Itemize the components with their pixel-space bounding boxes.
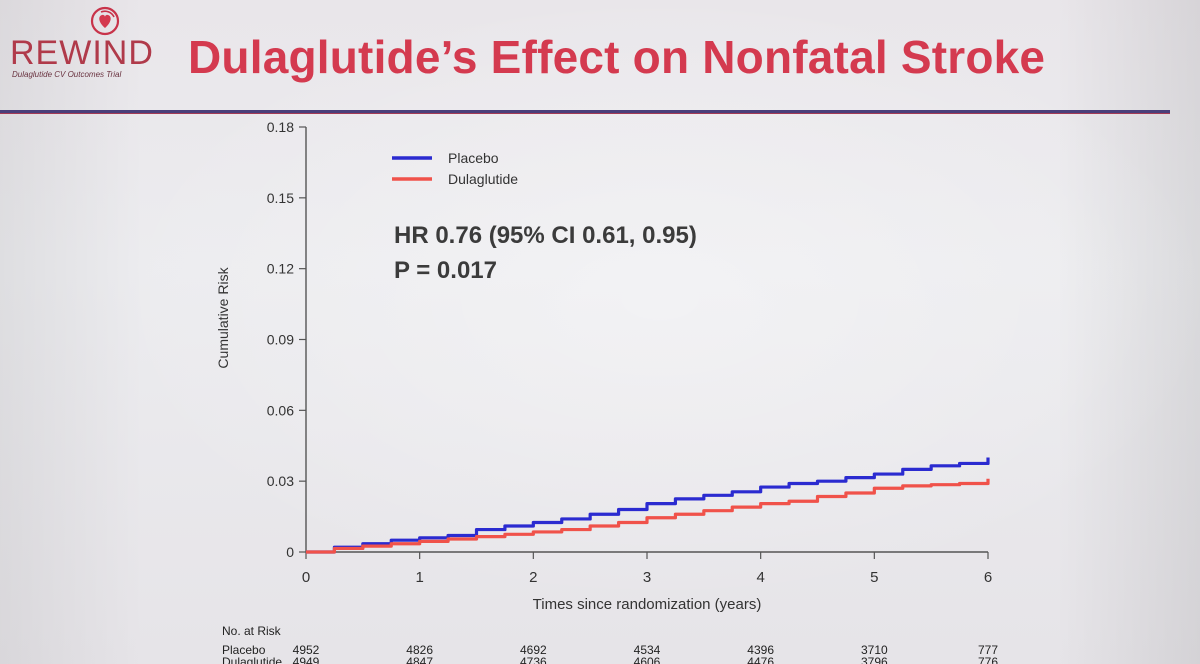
risk-cell: 4692 <box>519 643 547 657</box>
y-tick-label: 0.12 <box>267 261 294 277</box>
hazard-ratio-label: HR 0.76 (95% CI 0.61, 0.95) <box>394 222 697 249</box>
risk-cell: 4952 <box>292 643 320 657</box>
x-tick-label: 6 <box>984 569 992 586</box>
x-tick-label: 2 <box>529 569 537 586</box>
risk-cell: 4396 <box>747 643 775 657</box>
risk-cell: 4476 <box>747 655 775 664</box>
x-tick-label: 4 <box>756 569 764 586</box>
y-axis-title: Cumulative Risk <box>215 266 231 368</box>
p-value-label: P = 0.017 <box>394 257 497 284</box>
x-axis-title: Times since randomization (years) <box>533 596 762 613</box>
rewind-logo: REWIND Dulaglutide CV Outcomes Trial <box>8 4 158 84</box>
y-tick-label: 0.15 <box>267 190 294 206</box>
risk-cell: 4826 <box>406 643 434 657</box>
dulaglutide-curve <box>306 478 990 554</box>
risk-cell: 776 <box>977 655 999 664</box>
y-tick-label: 0.18 <box>267 119 294 135</box>
risk-cell: 3796 <box>860 655 888 664</box>
legend-label-placebo: Placebo <box>448 150 499 166</box>
title-divider-accent <box>0 113 1170 114</box>
legend-label-dulaglutide: Dulaglutide <box>448 171 518 187</box>
risk-cell: 4949 <box>292 655 320 664</box>
risk-cell: 4736 <box>519 655 547 664</box>
rewind-emblem-icon <box>90 6 120 36</box>
risk-cell: 777 <box>977 643 999 657</box>
risk-cell: 4606 <box>633 655 661 664</box>
y-tick-label: 0.06 <box>267 402 294 418</box>
risk-row-label: Placebo <box>222 643 266 657</box>
x-tick-label: 3 <box>643 569 651 586</box>
x-tick-label: 1 <box>415 569 423 586</box>
slide-title: Dulaglutide’s Effect on Nonfatal Stroke <box>188 31 1046 83</box>
title-divider <box>0 110 1170 113</box>
risk-table: No. at Risk Placebo 4952 4826 4692 4534 4396 3… <box>0 620 1200 664</box>
y-tick-label: 0 <box>286 544 294 560</box>
risk-cell: 4534 <box>633 643 661 657</box>
y-tick-label: 0.03 <box>267 473 294 489</box>
placebo-curve <box>306 457 990 554</box>
x-tick-label: 5 <box>870 569 878 586</box>
risk-row-label: Dulaglutide <box>222 655 283 664</box>
x-tick-label: 0 <box>302 569 310 586</box>
y-tick-label: 0.09 <box>267 332 294 348</box>
logo-subtitle: Dulaglutide CV Outcomes Trial <box>12 70 122 79</box>
risk-table-title: No. at Risk <box>222 624 281 638</box>
logo-name: REWIND <box>10 34 154 72</box>
risk-cell: 3710 <box>860 643 888 657</box>
risk-cell: 4847 <box>406 655 434 664</box>
